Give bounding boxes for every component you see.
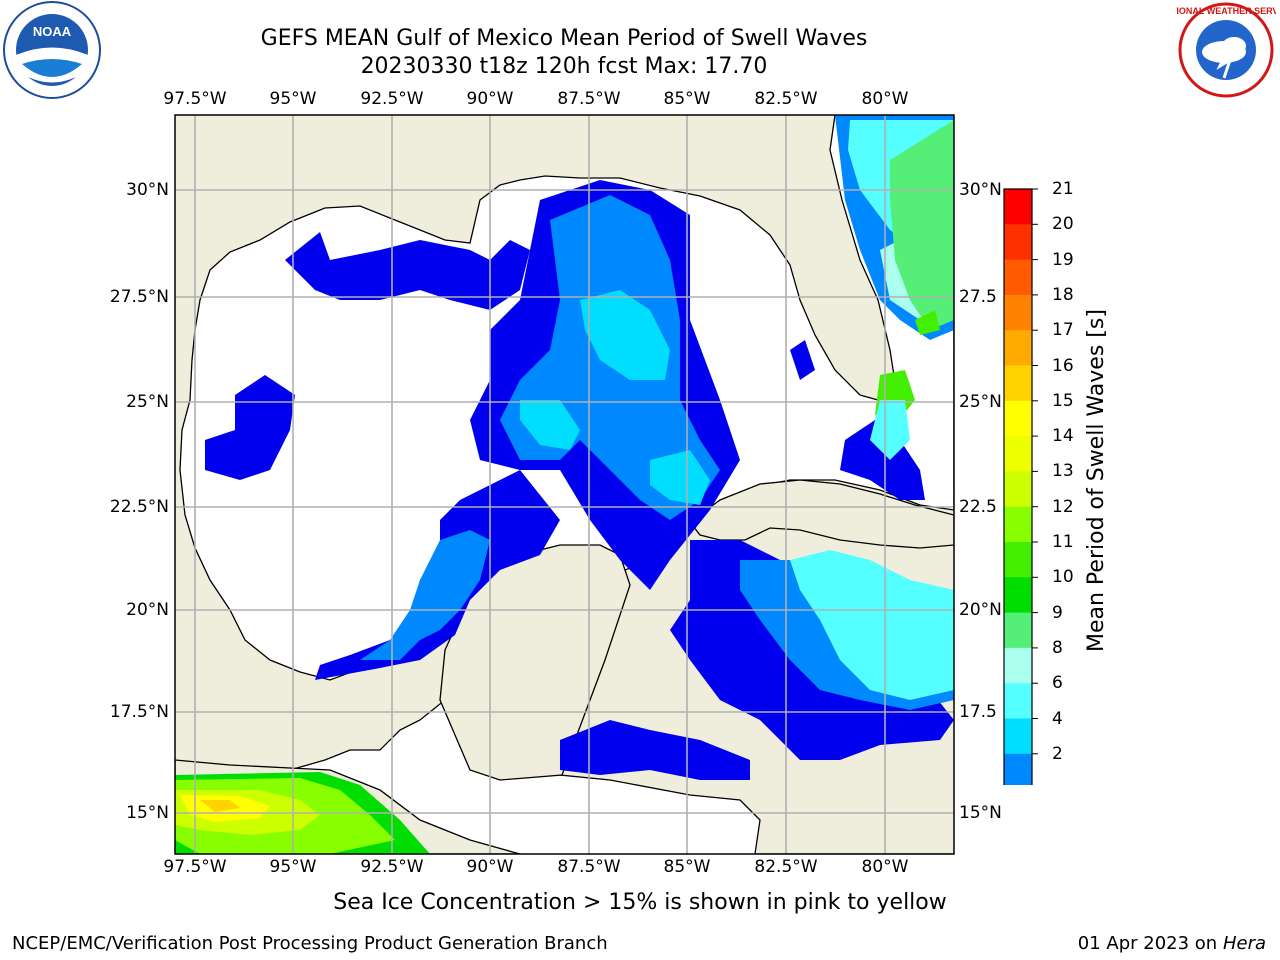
- colorbar-frame: [1003, 188, 1033, 785]
- colorbar-tick-label: 13: [1052, 461, 1074, 482]
- lat-label-left-2: 25°N: [126, 392, 169, 412]
- colorbar-segment: [1004, 718, 1032, 755]
- lat-label-right-2: 25°N: [959, 392, 1002, 412]
- noaa-logo-text: NOAA: [33, 24, 72, 39]
- lat-label-right-3: 22.5: [959, 497, 997, 517]
- lon-label-bottom-1: 95°W: [269, 857, 317, 877]
- nws-logo-icon: NATIONAL WEATHER SERVICE: [1159, 0, 1280, 100]
- swell-period-fields: [175, 115, 954, 854]
- lon-label-top-2: 92.5°W: [360, 89, 424, 109]
- lon-label-bottom-7: 80°W: [861, 857, 909, 877]
- lat-label-right-1: 27.5: [959, 287, 997, 307]
- lon-label-bottom-3: 90°W: [466, 857, 514, 877]
- colorbar-segment: [1004, 542, 1032, 578]
- lat-label-right-4: 20°N: [959, 600, 1002, 620]
- lat-label-right-0: 30°N: [959, 180, 1002, 200]
- lat-label-left-4: 20°N: [126, 600, 169, 620]
- colorbar-tick-label: 18: [1052, 284, 1074, 305]
- map-subtitle: 20230330 t18z 120h fcst Max: 17.70: [360, 54, 768, 79]
- map-title: GEFS MEAN Gulf of Mexico Mean Period of …: [260, 26, 868, 51]
- map-gridlines: [175, 115, 954, 854]
- lat-label-right-5: 17.5: [959, 702, 997, 722]
- colorbar-segment: [1004, 506, 1032, 543]
- lon-label-bottom-0: 97.5°W: [163, 857, 227, 877]
- lon-label-top-4: 87.5°W: [557, 89, 621, 109]
- colorbar-segment: [1004, 330, 1032, 366]
- yucatan-land: [439, 544, 631, 781]
- lon-label-top-3: 90°W: [466, 89, 514, 109]
- colorbar-segment: [1004, 189, 1032, 225]
- lon-label-top-1: 95°W: [269, 89, 317, 109]
- footer-date: 01 Apr 2023 on Hera: [1078, 933, 1266, 954]
- colorbar-tick-label: 9: [1052, 602, 1063, 623]
- lat-label-right-6: 15°N: [959, 803, 1002, 823]
- colorbar-segment: [1004, 224, 1032, 261]
- colorbar-tick-label: 17: [1052, 320, 1074, 341]
- colorbar-tick-label: 14: [1052, 426, 1074, 447]
- lon-label-bottom-6: 82.5°W: [754, 857, 818, 877]
- map-frame: [174, 114, 955, 855]
- footer-host: Hera: [1222, 933, 1266, 954]
- lat-label-left-1: 27.5°N: [109, 287, 169, 307]
- cuba-land: [689, 479, 954, 549]
- colorbar-tick-label: 6: [1052, 673, 1063, 694]
- colorbar-segment: [1004, 294, 1032, 331]
- colorbar-tick-label: 4: [1052, 708, 1063, 729]
- lon-label-top-7: 80°W: [861, 89, 909, 109]
- colorbar-tick-label: 21: [1052, 179, 1074, 199]
- lon-label-top-5: 85°W: [663, 89, 711, 109]
- sea-ice-note: Sea Ice Concentration > 15% is shown in …: [333, 890, 947, 915]
- lon-label-top-6: 82.5°W: [754, 89, 818, 109]
- lat-label-left-6: 15°N: [126, 803, 169, 823]
- lon-label-bottom-2: 92.5°W: [360, 857, 424, 877]
- colorbar-segment: [1004, 577, 1032, 614]
- noaa-logo-icon: NOAA: [2, 0, 102, 100]
- colorbar-tick-label: 8: [1052, 637, 1063, 658]
- lat-label-left-0: 30°N: [126, 180, 169, 200]
- colorbar-tick-label: 11: [1052, 532, 1074, 552]
- lon-label-bottom-4: 87.5°W: [557, 857, 621, 877]
- colorbar: [1003, 188, 1038, 785]
- colorbar-tick-label: 20: [1052, 214, 1074, 235]
- colorbar-segment: [1004, 683, 1032, 719]
- colorbar-segment: [1004, 471, 1032, 508]
- lat-label-left-5: 17.5°N: [109, 702, 169, 722]
- colorbar-tick-label: 12: [1052, 496, 1074, 517]
- colorbar-tick-label: 2: [1052, 743, 1063, 764]
- colorbar-segment: [1004, 436, 1032, 472]
- colorbar-segment: [1004, 365, 1032, 402]
- colorbar-segment: [1004, 647, 1032, 684]
- colorbar-label: Mean Period of Swell Waves [s]: [1084, 309, 1109, 652]
- colorbar-tick-label: 10: [1052, 567, 1074, 588]
- lon-label-bottom-5: 85°W: [663, 857, 711, 877]
- footer-branch: NCEP/EMC/Verification Post Processing Pr…: [12, 933, 608, 954]
- colorbar-tick-label: 16: [1052, 355, 1074, 376]
- colorbar-segment: [1004, 753, 1032, 785]
- colorbar-tick-label: 19: [1052, 249, 1074, 270]
- colorbar-tick-label: 15: [1052, 390, 1074, 411]
- lon-label-top-0: 97.5°W: [163, 89, 227, 109]
- colorbar-segment: [1004, 400, 1032, 437]
- lat-label-left-3: 22.5°N: [109, 497, 169, 517]
- colorbar-segment: [1004, 259, 1032, 296]
- colorbar-segment: [1004, 612, 1032, 649]
- footer-date-text: 01 Apr 2023 on: [1077, 933, 1223, 954]
- svg-text:NATIONAL WEATHER SERVICE: NATIONAL WEATHER SERVICE: [1176, 6, 1276, 16]
